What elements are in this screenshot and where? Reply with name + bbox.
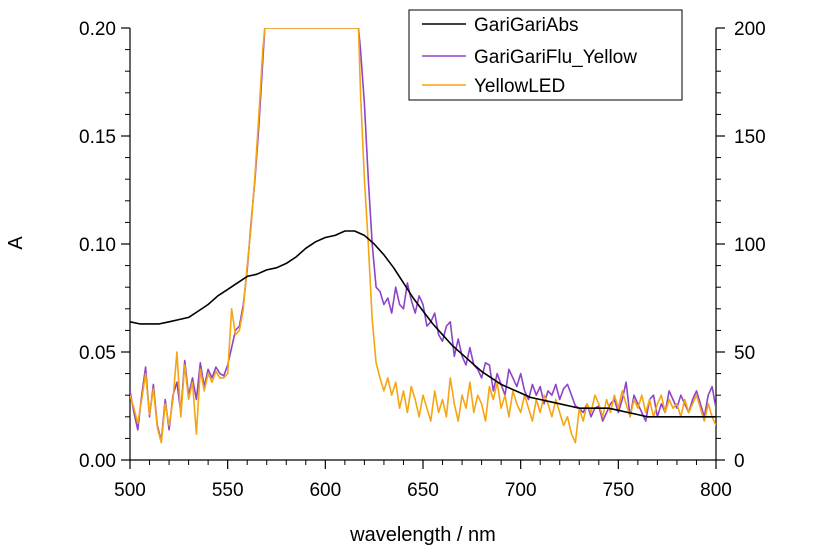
x-tick-label: 600	[309, 480, 341, 501]
x-tick-label: 650	[407, 480, 439, 501]
x-tick-label: 750	[602, 480, 634, 501]
x-tick-label: 550	[212, 480, 244, 501]
y-right-tick-label: 200	[734, 19, 766, 40]
y-axis-title: A	[5, 236, 27, 250]
y-right-tick-label: 0	[734, 451, 745, 472]
axes-group: 500 550 600 650 700 750 8000.000.050.100.150.2…	[79, 19, 766, 501]
y-left-tick-label: 0.00	[79, 451, 116, 472]
y-left-tick-label: 0.20	[79, 19, 116, 40]
x-tick-label: 700	[505, 480, 537, 501]
x-axis-title: wavelength / nm	[349, 524, 496, 546]
x-tick-label: 500	[114, 480, 146, 501]
legend-label-garigari-flu-yellow: GariGariFlu_Yellow	[474, 47, 637, 68]
series-line-yellow-led	[130, 28, 716, 444]
legend-label-yellow-led: YellowLED	[474, 76, 565, 97]
plot-lines-group	[130, 28, 716, 444]
series-line-garigari-abs	[130, 230, 716, 418]
y-left-tick-label: 0.10	[79, 235, 116, 256]
y-right-tick-label: 50	[734, 343, 755, 364]
y-right-tick-label: 150	[734, 127, 766, 148]
x-tick-label: 800	[700, 480, 732, 501]
legend-label-garigari-abs: GariGariAbs	[474, 15, 579, 36]
y-right-tick-label: 100	[734, 235, 766, 256]
y-left-tick-label: 0.05	[79, 343, 116, 364]
y-left-tick-label: 0.15	[79, 127, 116, 148]
legend: GariGariAbs GariGariFlu_Yellow YellowLED	[408, 9, 683, 101]
